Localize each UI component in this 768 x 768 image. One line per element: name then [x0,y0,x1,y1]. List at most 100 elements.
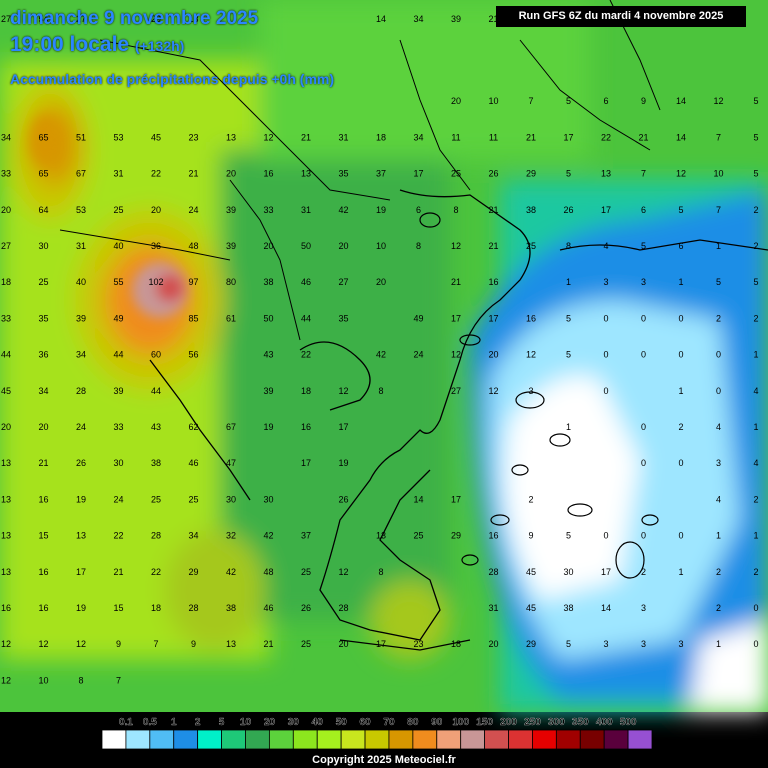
grid-value: 49 [113,313,123,323]
grid-value: 18 [151,603,161,613]
grid-value: 25 [301,639,311,649]
grid-value: 13 [1,494,11,504]
grid-value: 25 [301,567,311,577]
grid-value: 27 [1,241,11,251]
grid-value: 14 [376,14,386,24]
grid-value: 22 [301,350,311,360]
grid-value: 12 [526,350,536,360]
grid-value: 31 [76,241,86,251]
legend-tick-label: 400 [596,717,613,728]
grid-value: 30 [263,494,273,504]
grid-value: 47 [226,458,236,468]
grid-value: 20 [488,639,498,649]
grid-value: 62 [188,422,198,432]
grid-value: 13 [601,169,611,179]
grid-value: 12 [1,675,11,685]
grid-value: 19 [263,422,273,432]
grid-value: 2 [678,422,683,432]
grid-value: 55 [113,277,123,287]
grid-value: 19 [338,458,348,468]
grid-value: 25 [113,205,123,215]
grid-value: 26 [338,494,348,504]
grid-value: 13 [1,458,11,468]
grid-value: 38 [226,603,236,613]
grid-value: 34 [76,350,86,360]
grid-value: 60 [151,350,161,360]
island-10 [461,554,479,566]
grid-value: 97 [188,277,198,287]
grid-value: 2 [716,313,721,323]
grid-value: 50 [301,241,311,251]
legend-ticks: 0.1 0.5 1 2 5 10 20 30 40 50 60 70 80 90 100 150 200 250 3… [119,717,637,728]
grid-value: 38 [151,458,161,468]
grid-value: 61 [226,313,236,323]
grid-value: 29 [526,639,536,649]
grid-value: 39 [76,313,86,323]
grid-value: 45 [526,567,536,577]
precip-zone-south-olive [165,530,265,650]
legend-swatch [627,729,653,750]
grid-value: 50 [263,313,273,323]
grid-value: 27 [451,386,461,396]
legend-tick-label: 100 [452,717,469,728]
grid-value: 10 [38,675,48,685]
grid-value: 20 [376,277,386,287]
grid-value: 12 [451,241,461,251]
coastline-adriatic [149,359,251,501]
grid-value: 12 [38,639,48,649]
grid-value: 12 [451,350,461,360]
grid-value: 26 [76,458,86,468]
grid-value: 17 [601,567,611,577]
grid-value: 8 [566,241,571,251]
grid-value: 0 [678,531,683,541]
legend-swatch [460,729,486,750]
grid-value: 16 [526,313,536,323]
grid-value: 38 [526,205,536,215]
grid-value: 2 [753,241,758,251]
grid-value: 35 [338,313,348,323]
grid-value: 16 [38,567,48,577]
legend-tick-label: 70 [383,717,395,728]
grid-value: 33 [263,205,273,215]
grid-value: 24 [188,205,198,215]
grid-value: 19 [76,494,86,504]
grid-value: 9 [641,96,646,106]
grid-value: 1 [678,277,683,287]
grid-value: 1 [716,241,721,251]
grid-value: 31 [113,169,123,179]
grid-value: 42 [226,567,236,577]
island-4 [567,503,593,517]
legend-tick-label: 30 [288,717,300,728]
grid-value: 21 [38,458,48,468]
legend-tick-label: 60 [359,717,371,728]
grid-value: 26 [301,603,311,613]
grid-value: 17 [563,132,573,142]
grid-value: 22 [601,132,611,142]
grid-value: 17 [451,494,461,504]
grid-value: 0 [641,458,646,468]
grid-value: 14 [413,494,423,504]
grid-value: 11 [451,132,460,142]
grid-value: 31 [338,132,348,142]
grid-value: 1 [678,567,683,577]
grid-value: 7 [528,96,533,106]
grid-value: 5 [566,639,571,649]
island-6 [490,514,510,526]
grid-value: 33 [1,313,11,323]
islands [419,212,659,579]
grid-value: 67 [76,169,86,179]
grid-value: 49 [413,313,423,323]
grid-value: 24 [76,422,86,432]
grid-value: 65 [38,132,48,142]
grid-value: 23 [413,639,423,649]
grid-value: 30 [38,241,48,251]
grid-value: 39 [451,14,461,24]
grid-value: 25 [188,494,198,504]
grid-value: 34 [188,531,198,541]
grid-value: 1 [753,531,758,541]
grid-value: 1 [566,422,571,432]
island-2 [549,433,571,447]
grid-value: 102 [148,277,163,287]
grid-value: 28 [151,531,161,541]
grid-value: 16 [488,277,498,287]
